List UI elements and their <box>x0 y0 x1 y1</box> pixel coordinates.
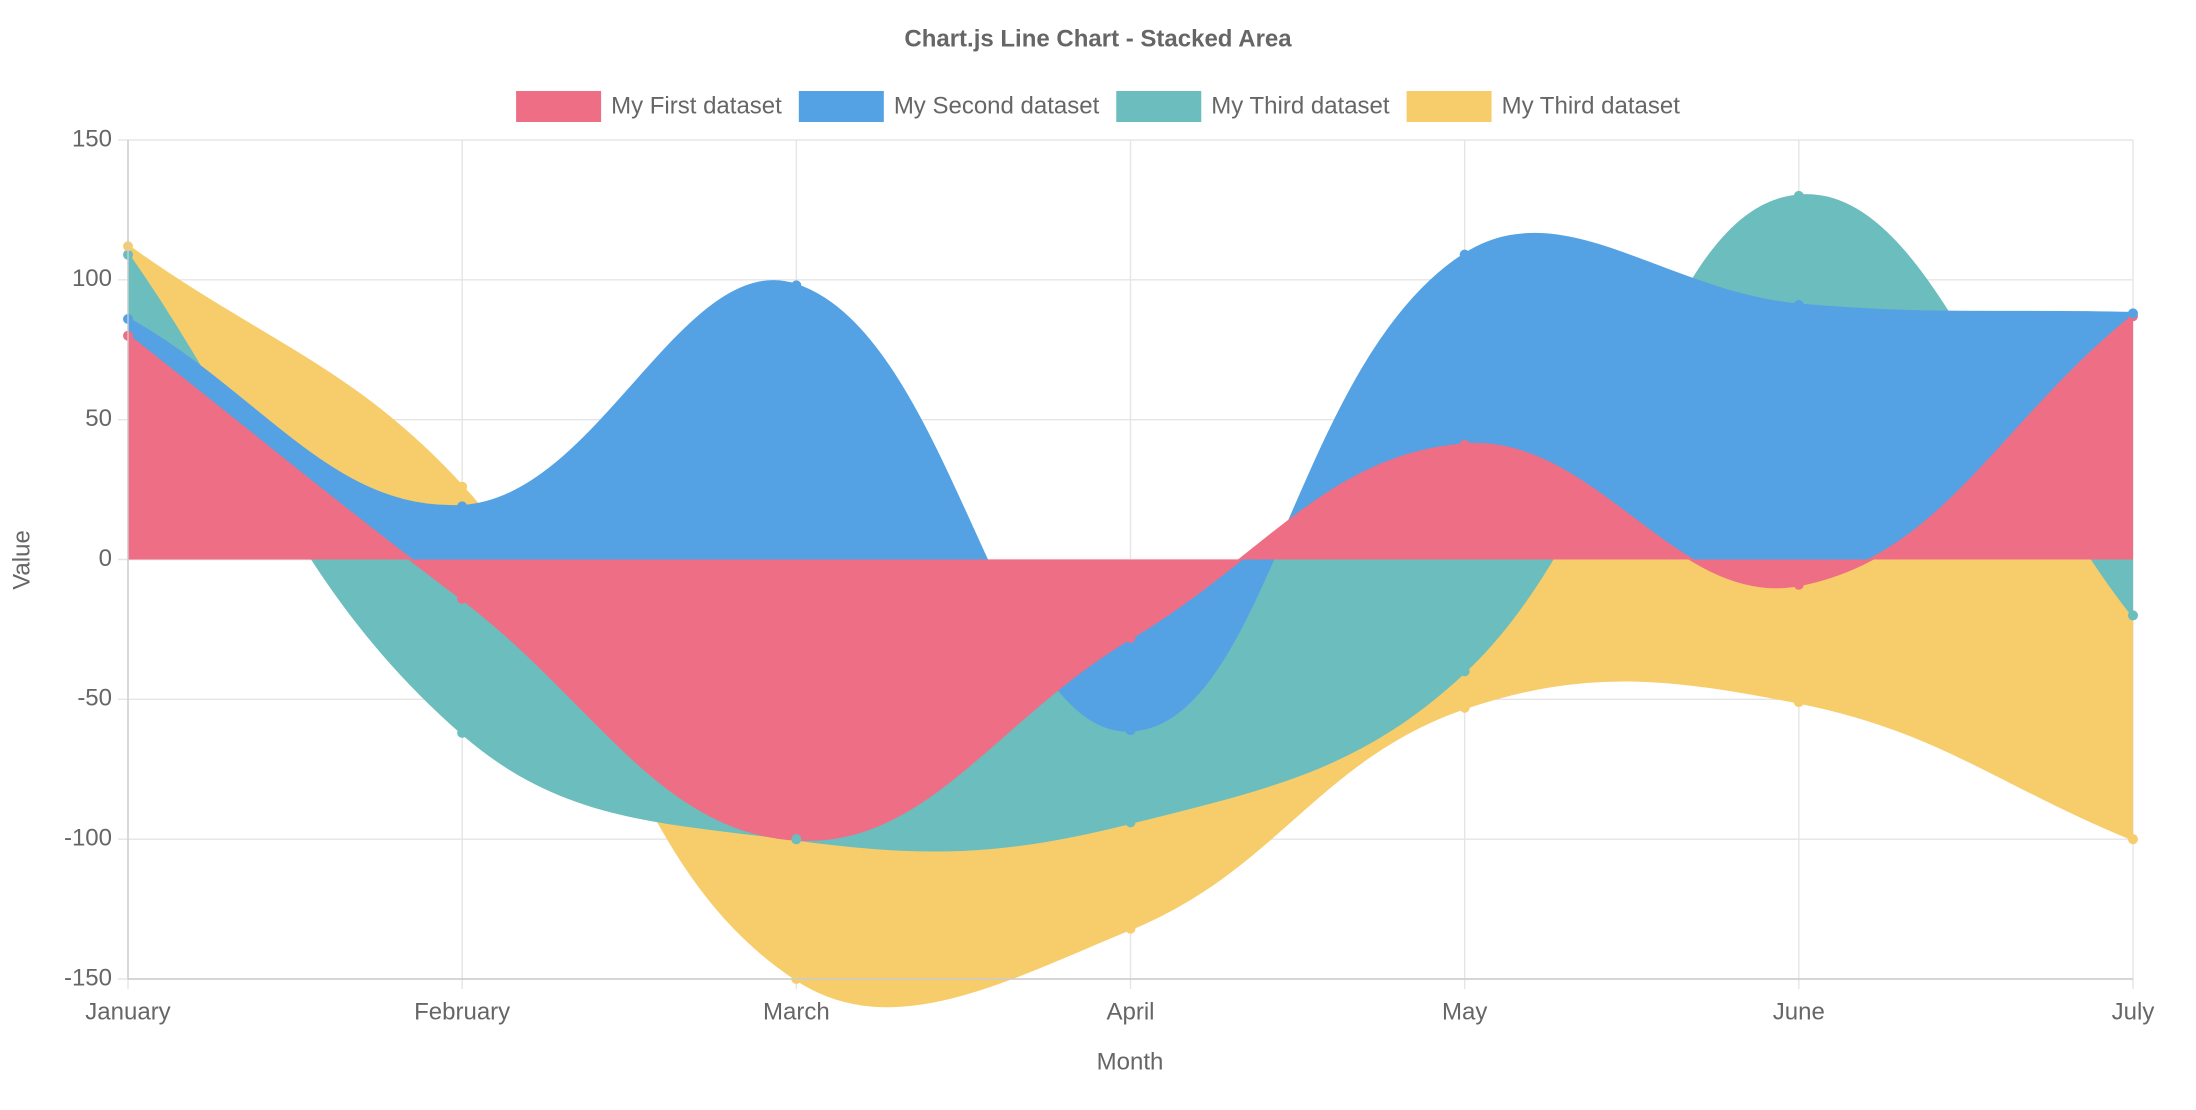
data-point <box>1125 817 1136 828</box>
x-tick-label: July <box>2112 998 2155 1025</box>
data-point <box>1459 702 1470 713</box>
data-point <box>457 501 468 512</box>
x-tick-label: March <box>763 998 830 1025</box>
y-tick-label: 0 <box>99 545 112 572</box>
chart-title: Chart.js Line Chart - Stacked Area <box>904 25 1292 52</box>
x-tick-label: February <box>414 998 510 1025</box>
data-point <box>1125 923 1136 934</box>
series-line <box>127 232 2134 732</box>
legend-swatch <box>516 91 602 122</box>
data-point <box>1793 190 1804 201</box>
data-point <box>1125 725 1136 736</box>
legend-item[interactable]: My First dataset <box>516 91 782 122</box>
data-point <box>457 481 468 492</box>
legend-label: My First dataset <box>611 92 782 119</box>
data-point <box>1793 300 1804 311</box>
legend-label: My Third dataset <box>1502 92 1681 119</box>
legend-label: My Second dataset <box>894 92 1100 119</box>
y-axis-label: Value <box>8 530 35 590</box>
data-point <box>1793 579 1804 590</box>
data-point <box>2128 308 2138 319</box>
area-fill <box>128 316 2133 840</box>
data-point <box>1125 632 1136 643</box>
legend-item[interactable]: My Second dataset <box>798 91 1100 122</box>
data-point <box>791 834 802 845</box>
legend-swatch <box>1116 91 1202 122</box>
data-point <box>1793 697 1804 708</box>
legend-label: My Third dataset <box>1211 92 1390 119</box>
legend: My First dataset My Second dataset My Thir… <box>516 91 1680 122</box>
y-tick-label: 50 <box>85 405 112 432</box>
y-tick-label: -150 <box>64 964 112 991</box>
data-point <box>2128 834 2138 845</box>
x-tick-label: June <box>1773 998 1825 1025</box>
data-point <box>791 280 802 291</box>
data-point <box>457 593 468 604</box>
legend-swatch <box>798 91 884 122</box>
series-line <box>126 194 2135 852</box>
data-point <box>1459 249 1470 260</box>
y-tick-label: 100 <box>72 265 112 292</box>
x-tick-label: April <box>1106 998 1154 1025</box>
y-tick-label: -100 <box>64 825 112 852</box>
data-point <box>2128 610 2138 621</box>
x-axis-label: Month <box>1097 1048 1164 1075</box>
x-tick-label: May <box>1442 998 1487 1025</box>
legend-item[interactable]: My Third dataset <box>1406 91 1681 122</box>
data-point <box>1459 666 1470 677</box>
data-point <box>457 727 468 738</box>
legend-swatch <box>1406 91 1492 122</box>
legend-item[interactable]: My Third dataset <box>1116 91 1390 122</box>
y-tick-label: -50 <box>77 685 112 712</box>
data-point <box>1459 439 1470 450</box>
x-tick-label: January <box>85 998 170 1025</box>
y-tick-label: 150 <box>72 125 112 152</box>
